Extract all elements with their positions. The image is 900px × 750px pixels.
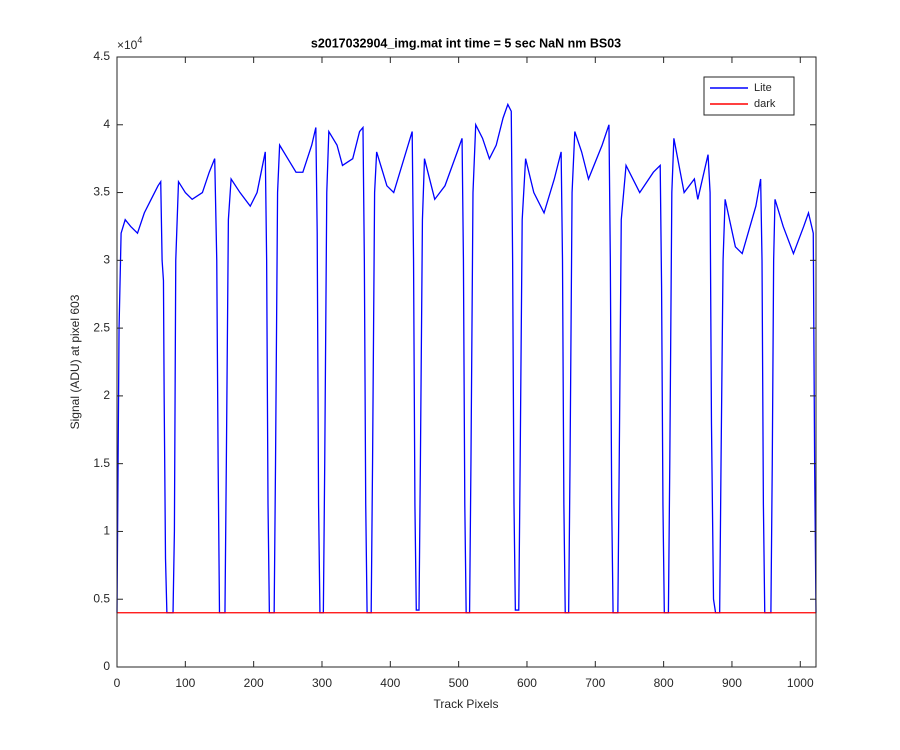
y-tick-label: 4 [103, 117, 110, 131]
x-tick-label: 700 [585, 676, 605, 690]
legend-box [703, 76, 795, 116]
x-tick-label: 0 [114, 676, 121, 690]
y-tick-label: 3 [103, 253, 110, 267]
y-multiplier-base: ×10 [117, 38, 138, 52]
y-multiplier-exponent: 4 [137, 35, 142, 45]
axes-box [116, 56, 817, 668]
legend-label: Lite [754, 82, 772, 94]
x-tick-label: 800 [654, 676, 674, 690]
x-tick-label: 200 [244, 676, 264, 690]
x-tick-label: 500 [449, 676, 469, 690]
x-tick-label: 600 [517, 676, 537, 690]
y-tick-label: 2 [103, 388, 110, 402]
legend-label: dark [754, 98, 776, 110]
y-multiplier: ×104 [117, 35, 142, 52]
x-tick-label: 400 [380, 676, 400, 690]
series-line [116, 102, 817, 614]
y-axis-label: Signal (ADU) at pixel 603 [68, 294, 82, 429]
y-tick-label: 0 [103, 659, 110, 673]
y-tick-label: 2.5 [93, 320, 110, 334]
x-tick-label: 900 [722, 676, 742, 690]
x-tick-label: 100 [175, 676, 195, 690]
y-tick-label: 3.5 [93, 185, 110, 199]
y-tick-label: 0.5 [93, 591, 110, 605]
x-tick-label: 300 [312, 676, 332, 690]
y-tick-label: 1 [103, 524, 110, 538]
y-tick-label: 1.5 [93, 456, 110, 470]
chart-title: s2017032904_img.mat int time = 5 sec NaN… [311, 36, 621, 50]
legend: Lite dark [703, 76, 795, 116]
x-axis-label: Track Pixels [434, 697, 499, 711]
x-tick-label: 1000 [787, 676, 814, 690]
y-tick-label: 4.5 [93, 49, 110, 63]
